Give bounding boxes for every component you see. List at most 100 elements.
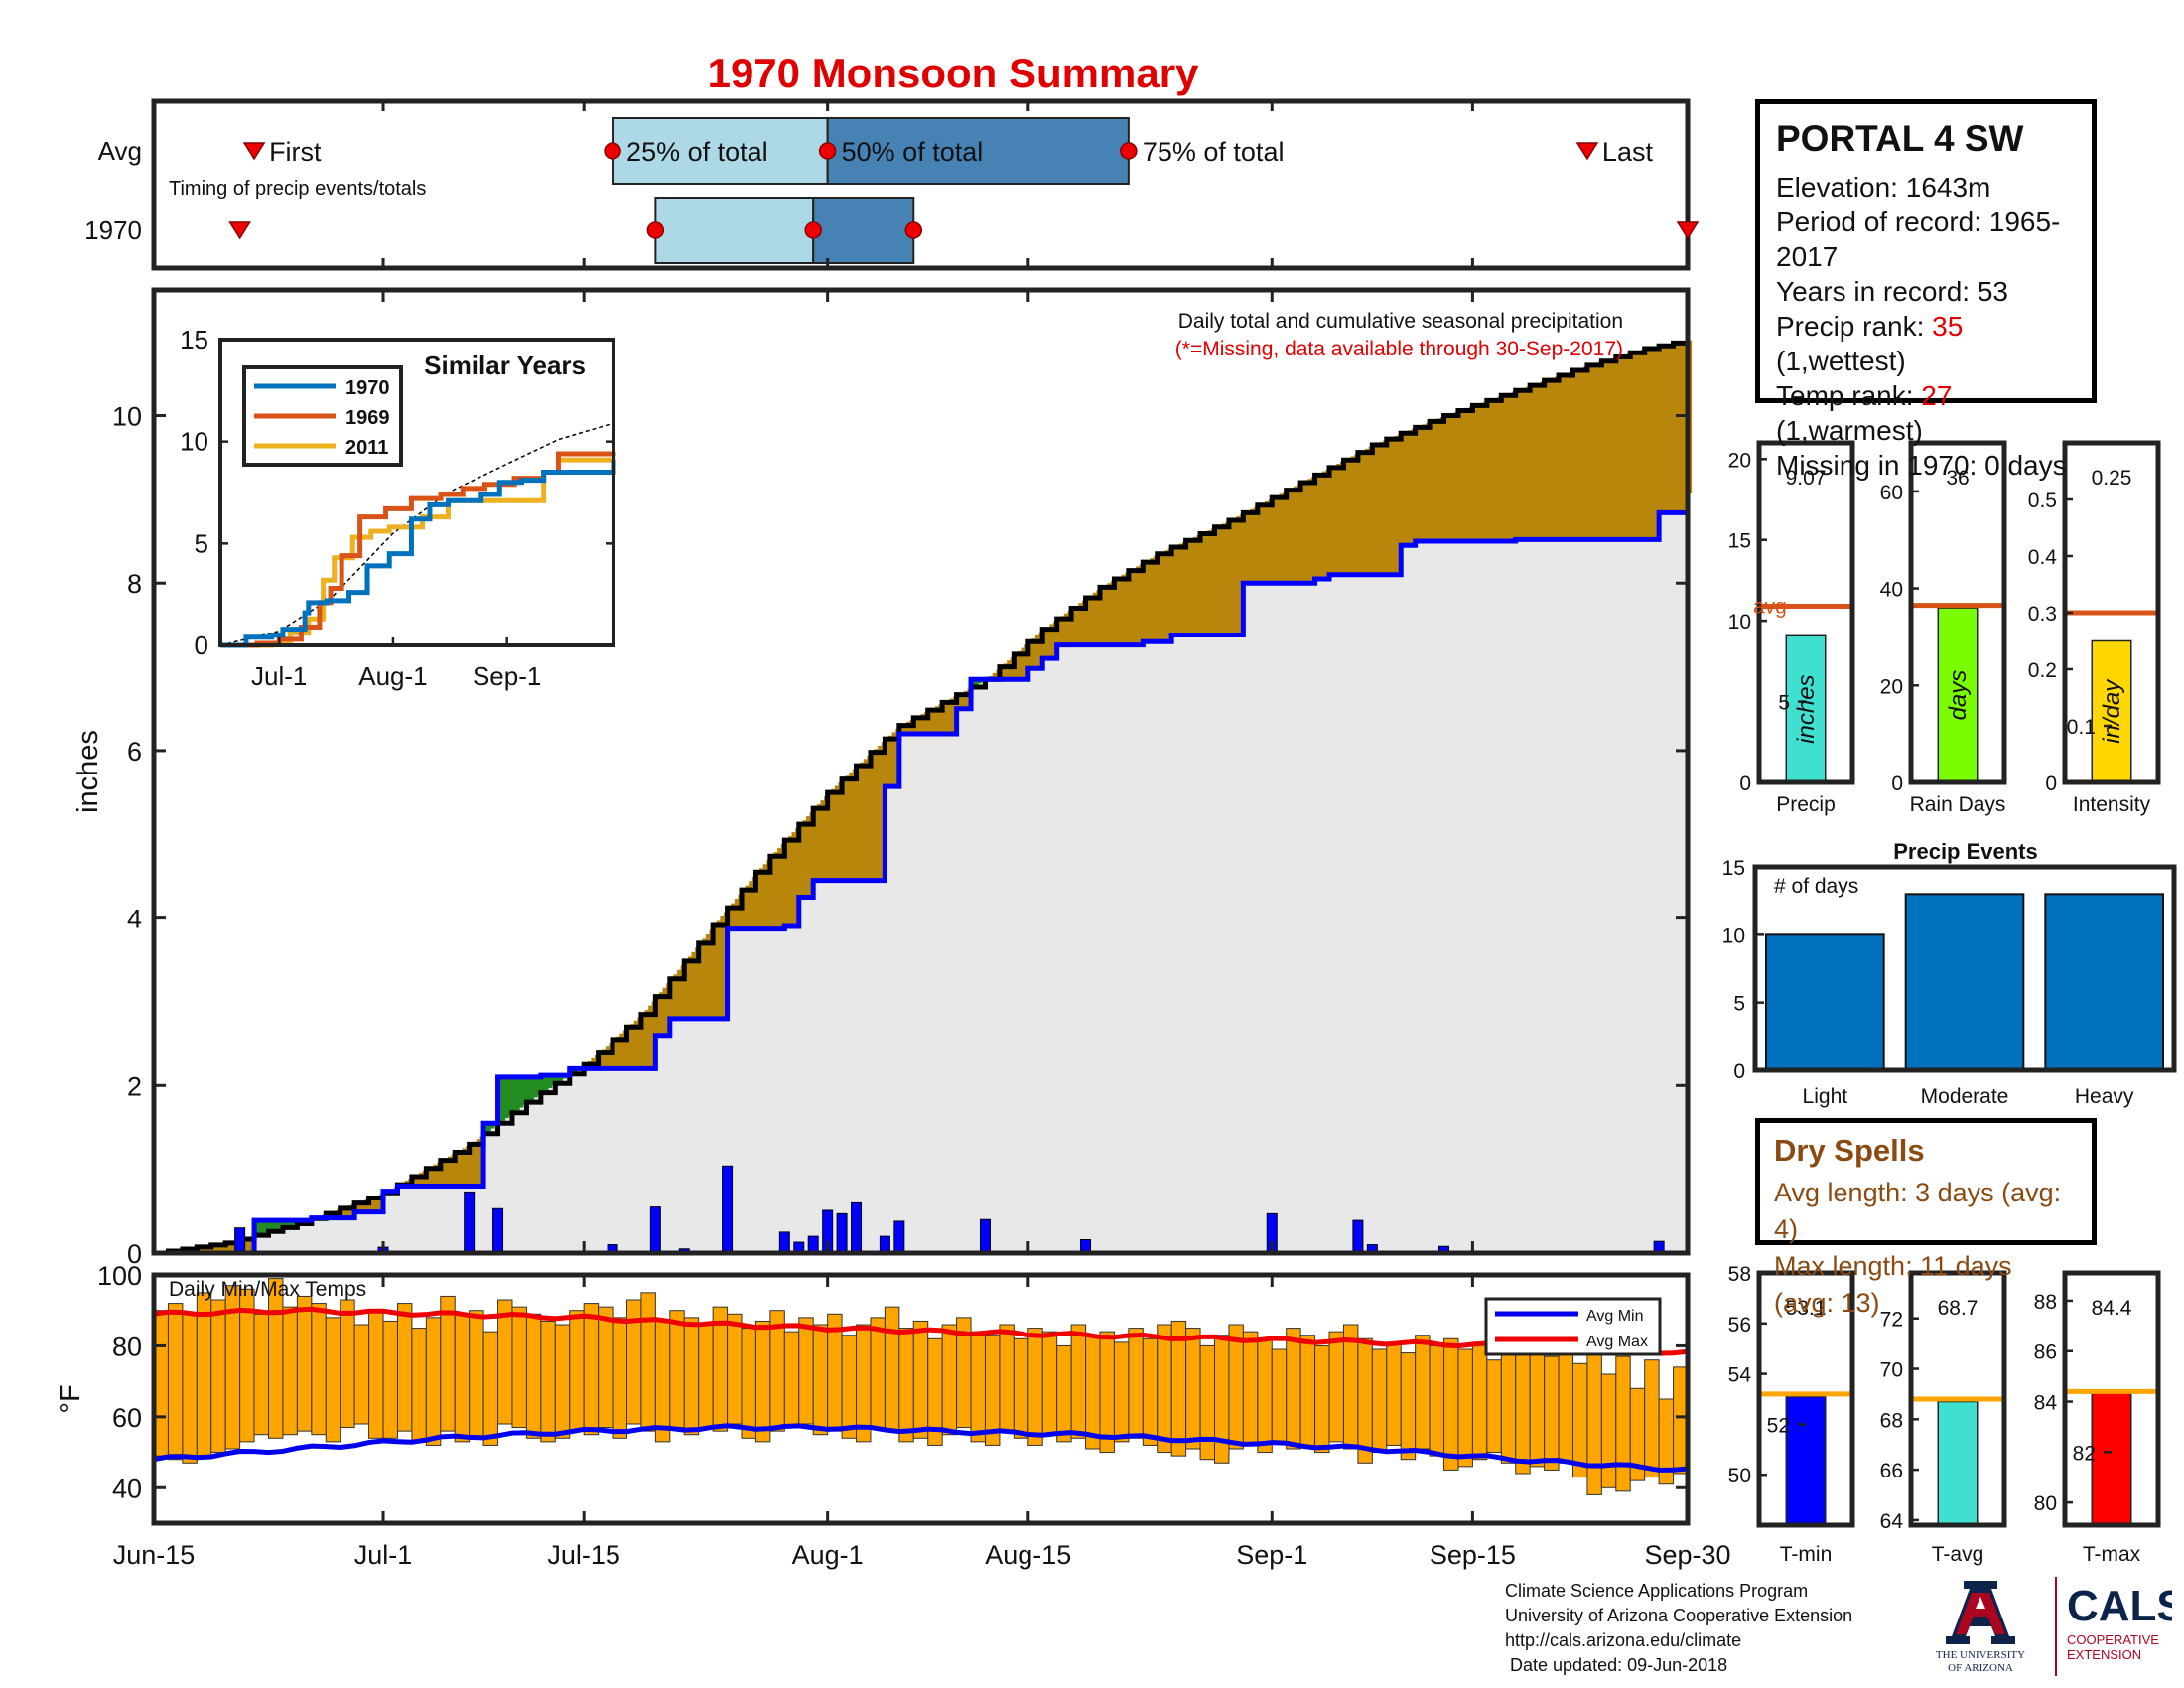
timing-avg-q25-marker: [604, 142, 621, 160]
inset-legend-label-1970: 1970: [345, 377, 390, 399]
temp-range-bar-50: [870, 1317, 886, 1429]
station-period: Period of record: 1965-2017: [1776, 207, 2061, 272]
year-cumulative-line: [154, 492, 1691, 1256]
temp-range-bar-93: [1486, 1359, 1502, 1454]
temp-range-bar-94: [1500, 1344, 1517, 1464]
temp-summary-ytick-label-2-2: 84: [2034, 1392, 2058, 1415]
xtick-label-1: Jul-1: [354, 1540, 413, 1570]
temp-summary-ytick-label-0-4: 58: [1728, 1263, 1751, 1286]
temp-panel-frame: [151, 1272, 1691, 1526]
timing-year-q75-marker: [904, 221, 923, 239]
temp-range-bar-22: [469, 1310, 484, 1439]
temp-range-bar-66: [1099, 1331, 1115, 1454]
temp-summary-frame-2: [2062, 1270, 2161, 1528]
credits-line-3: http://cals.arizona.edu/climate: [1505, 1630, 1742, 1650]
precip-summary-ytick-label-0-1: 5: [1778, 692, 1790, 715]
temp-range-bar-4: [210, 1299, 226, 1454]
timing-year-q50-marker: [804, 221, 822, 239]
temp-range-bar-25: [511, 1306, 527, 1429]
dry-spells-box: Dry Spells Avg length: 3 days (avg: 4) M…: [1755, 1118, 2097, 1318]
precip-summary-bar-2: [2091, 639, 2132, 783]
temp-range-bar-55: [941, 1324, 958, 1436]
precip-events-category-1: Moderate: [1921, 1085, 2009, 1108]
dry-spells-avg-length: Avg length: 3 days (avg: 4): [1774, 1178, 2062, 1244]
temp-range-bar-30: [583, 1303, 600, 1436]
dry-spells-max-length: Max length: 11 days (avg: 13): [1774, 1251, 2012, 1318]
temp-range-bar-65: [1085, 1335, 1101, 1450]
temp-range-bar-57: [970, 1331, 986, 1443]
precip-summary-ytick-label-1-2: 40: [1880, 579, 1903, 602]
inset-avg-line: [219, 422, 614, 646]
year-cumulative-fill: [154, 492, 1688, 1253]
temp-range-bar-31: [598, 1306, 614, 1429]
cumulative-panel-frame: [151, 287, 1691, 1256]
temp-summary-category-2: T-max: [2083, 1543, 2141, 1566]
timing-avg-q50-marker: [818, 142, 837, 160]
cum-ytick-label-0: 0: [127, 1239, 142, 1269]
university-of-arizona-logo: THE UNIVERSITY OF ARIZONA: [1936, 1581, 2025, 1674]
xtick-label-0: Jun-15: [113, 1540, 196, 1570]
timing-year-last-marker: [1676, 221, 1700, 240]
temp-range-bar-16: [382, 1320, 398, 1439]
temp-range-bar-40: [727, 1313, 743, 1425]
temp-range-bar-73: [1199, 1344, 1216, 1461]
chart-title: 1970 Monsoon Summary: [708, 50, 1199, 96]
precip-summary-ytick-label-2-5: 0.5: [2028, 490, 2057, 512]
daily-precip-bar-19: [1352, 1219, 1364, 1254]
temp-range-bar-9: [282, 1306, 298, 1436]
temp-ytick-label-3: 100: [97, 1261, 142, 1291]
temp-range-bar-35: [654, 1320, 671, 1443]
precip-summary-ytick-label-0-2: 10: [1728, 611, 1751, 633]
cum-ylabel: inches: [72, 730, 104, 813]
temp-range-bar-17: [396, 1303, 413, 1432]
timing-year-q50-q75-box: [812, 197, 915, 264]
temp-range-bar-95: [1515, 1352, 1531, 1475]
svg-text:CALS: CALS: [2067, 1582, 2172, 1630]
precip-summary-value-2: 0.25: [2092, 467, 2132, 490]
temp-summary-ytick-label-0-2: 54: [1728, 1364, 1752, 1387]
temp-legend-label-max: Avg Max: [1586, 1334, 1648, 1350]
temp-summary-ytick-label-2-3: 86: [2034, 1341, 2057, 1364]
inset-xtick-label-2: Sep-1: [473, 661, 541, 691]
temp-range-bar-75: [1228, 1324, 1244, 1450]
temp-range-bar-102: [1615, 1355, 1631, 1492]
precip-summary-frame-0: [1756, 440, 1855, 785]
cum-ytick-label-3: 6: [127, 737, 142, 767]
precip-rank-label: Precip rank:: [1776, 311, 1933, 342]
avg-min-temp-line: [153, 1423, 1689, 1473]
temp-summary-bar-1: [1937, 1400, 1979, 1526]
inset-legend-label-1969: 1969: [345, 407, 390, 429]
temp-range-bar-51: [884, 1306, 900, 1432]
temp-range-bar-41: [741, 1328, 756, 1439]
temp-range-bar-27: [540, 1320, 556, 1443]
timing-q50-label: 50% of total: [842, 137, 984, 167]
temp-summary-value-1: 68.7: [1938, 1297, 1979, 1320]
svg-text:COOPERATIVE: COOPERATIVE: [2067, 1632, 2159, 1647]
precip-events-title: Precip Events: [1893, 839, 2038, 864]
temp-range-bar-90: [1443, 1337, 1459, 1471]
temp-range-bar-18: [411, 1328, 427, 1443]
temp-summary-ytick-label-1-0: 64: [1880, 1510, 1904, 1533]
temp-range-bar-91: [1457, 1348, 1473, 1468]
temp-range-bar-99: [1571, 1362, 1588, 1478]
timing-label-avg: Avg: [98, 136, 142, 166]
precip-events-ytick-label-0: 0: [1733, 1060, 1745, 1083]
precip-events-bar-2: [2044, 893, 2164, 1071]
daily-precip-bar-8: [778, 1231, 790, 1254]
xtick-label-3: Aug-1: [792, 1540, 864, 1570]
precip-summary-bar-label-2: in/day: [2099, 678, 2125, 744]
precip-summary-bar-label-1: days: [1945, 670, 1972, 721]
temp-range-bar-86: [1386, 1341, 1402, 1446]
station-precip-rank: Precip rank: 35 (1,wettest): [1776, 309, 2076, 378]
daily-precip-bar-16: [979, 1218, 991, 1254]
temp-range-bar-97: [1544, 1355, 1560, 1471]
temp-range-bar-98: [1558, 1348, 1573, 1464]
inset-ytick-label-1: 5: [195, 528, 208, 558]
temp-rank-label: Temp rank:: [1776, 380, 1922, 411]
temp-range-bar-77: [1257, 1337, 1273, 1454]
precip-events-inner-label: # of days: [1774, 875, 1858, 898]
temp-range-bar-61: [1027, 1328, 1043, 1446]
precip-summary-ytick-label-2-1: 0.1: [2067, 716, 2096, 739]
daily-precip-bar-15: [893, 1220, 905, 1254]
temp-range-bar-68: [1128, 1328, 1144, 1439]
